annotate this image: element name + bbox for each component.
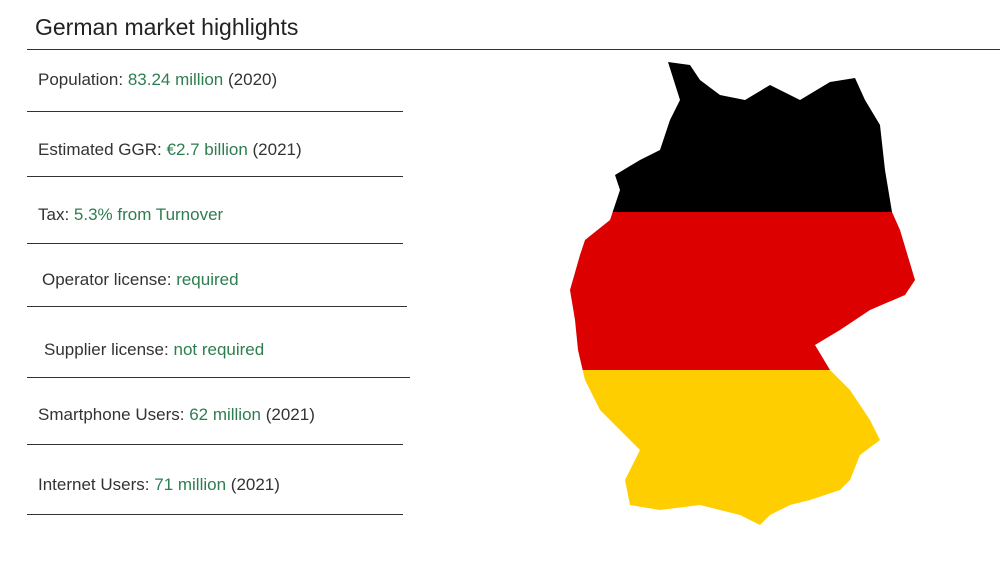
item-value: €2.7 billion [166, 140, 248, 159]
item-note: (2021) [265, 405, 315, 424]
item: Estimated GGR: €2.7 billion (2021) [38, 140, 302, 160]
item: Population: 83.24 million (2020) [38, 70, 277, 90]
item-note: (2021) [230, 475, 280, 494]
flag-black [570, 62, 915, 212]
item-value: required [176, 270, 239, 289]
item-value: 62 million [189, 405, 261, 424]
item-note: (2021) [252, 140, 302, 159]
item: Internet Users: 71 million (2021) [38, 475, 280, 495]
title-rule [27, 49, 1000, 50]
item-label: Estimated GGR: [38, 140, 162, 159]
separator [27, 514, 403, 515]
separator [27, 111, 403, 112]
item-value: not required [173, 340, 265, 359]
item-label: Supplier license: [44, 340, 169, 359]
item-label: Population: [38, 70, 124, 89]
separator [27, 243, 403, 244]
item: Operator license: required [42, 270, 239, 290]
item-value: 71 million [154, 475, 227, 494]
item-label: Smartphone Users: [38, 405, 185, 424]
item: Supplier license: not required [44, 340, 264, 360]
separator [27, 444, 403, 445]
item-label: Tax: [38, 205, 70, 224]
flag-red [570, 212, 915, 370]
item-value: 5.3% from Turnover [73, 205, 224, 224]
title: German market highlights [35, 14, 299, 40]
separator [27, 377, 410, 378]
item-note: (2020) [228, 70, 278, 89]
item-label: Internet Users: [38, 475, 150, 494]
item: Smartphone Users: 62 million (2021) [38, 405, 315, 425]
item: Tax: 5.3% from Turnover [38, 205, 223, 225]
item-label: Operator license: [42, 270, 172, 289]
separator [27, 306, 407, 307]
separator [27, 176, 403, 177]
flag-gold [570, 370, 915, 525]
item-value: 83.24 million [127, 70, 224, 89]
